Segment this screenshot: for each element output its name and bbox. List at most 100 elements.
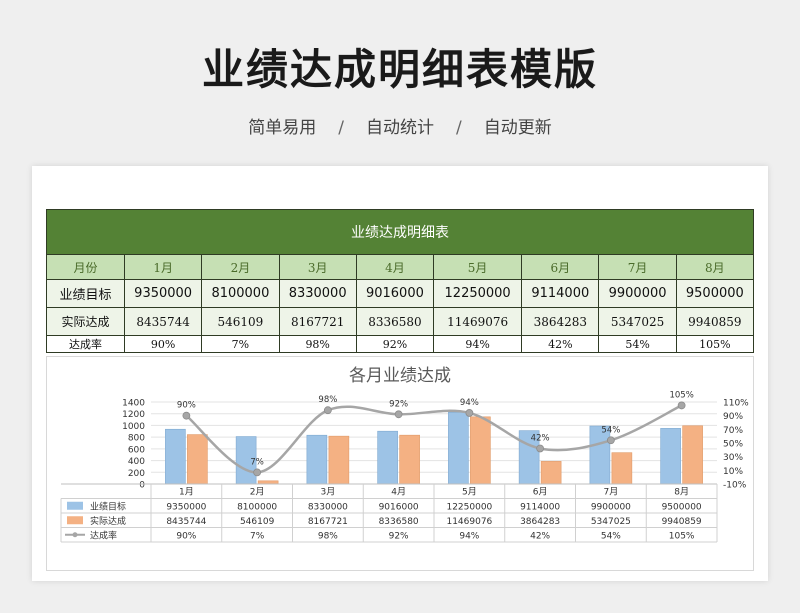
table-cell[interactable]: 98% <box>278 335 357 353</box>
rate-point <box>253 468 262 477</box>
table-cell[interactable]: 54% <box>598 335 677 353</box>
bar-target <box>165 428 186 485</box>
bar-actual <box>399 434 420 485</box>
x-tick-label: 8月 <box>674 487 689 498</box>
month-header-cell[interactable]: 6月 <box>521 254 600 280</box>
legend-key-actual <box>67 516 83 525</box>
table-cell[interactable]: 9500000 <box>675 279 755 308</box>
table-cell[interactable]: 8435744 <box>123 307 203 336</box>
table-cell[interactable]: 94% <box>433 335 523 353</box>
table-cell[interactable]: 5347025 <box>598 307 677 336</box>
rate-point <box>677 401 686 410</box>
table-cell[interactable]: 8167721 <box>278 307 357 336</box>
data-table-row-label: 达成率 <box>90 529 117 541</box>
x-tick-label: 5月 <box>462 487 477 498</box>
bar-target <box>306 434 328 485</box>
data-table-row-label: 实际达成 <box>90 515 126 527</box>
table-cell[interactable]: 90% <box>123 335 203 353</box>
data-table-value: 42% <box>530 531 550 541</box>
rate-point-label: 94% <box>460 398 479 408</box>
x-tick-label: 4月 <box>391 487 406 498</box>
rate-point-label: 92% <box>389 399 408 409</box>
month-header-cell[interactable]: 1月 <box>123 254 203 280</box>
table-cell[interactable]: 8100000 <box>201 279 280 308</box>
data-table-value: 8330000 <box>308 502 348 512</box>
data-table-value: 8435744 <box>166 517 206 527</box>
actual-row: 实际达成 8435744 546109 8167721 8336580 11469076 3… <box>46 307 755 336</box>
table-cell[interactable]: 9114000 <box>521 279 600 308</box>
month-header-cell[interactable]: 4月 <box>355 254 435 280</box>
table-cell[interactable]: 546109 <box>201 307 280 336</box>
x-tick-label: 6月 <box>533 487 548 498</box>
chart-area[interactable]: 各月业绩达成 0 200 400 600 800 1000 1200 1400 -10% 10% 30… <box>46 356 754 571</box>
rate-point-label: 98% <box>318 395 337 405</box>
month-header-cell[interactable]: 8月 <box>675 254 755 280</box>
feature-easy: 简单易用 <box>248 118 317 138</box>
y-left-tick-label: 200 <box>128 469 145 479</box>
x-tick-label: 1月 <box>179 487 194 498</box>
table-cell[interactable]: 11469076 <box>433 307 523 336</box>
data-table-value: 9350000 <box>166 502 206 512</box>
rate-point <box>465 409 474 417</box>
y-right-tick-label: 70% <box>723 426 743 436</box>
rate-point <box>182 411 191 420</box>
table-cell[interactable]: 8330000 <box>278 279 357 308</box>
bar-actual <box>328 435 350 485</box>
month-header-cell[interactable]: 5月 <box>433 254 523 280</box>
separator: / <box>456 118 462 138</box>
row-label[interactable]: 业绩目标 <box>46 279 125 308</box>
table-cell[interactable]: 3864283 <box>521 307 600 336</box>
chart-title: 各月业绩达成 <box>349 366 451 386</box>
y-right-tick-label: 90% <box>723 412 743 422</box>
data-table-value: 9900000 <box>591 502 631 512</box>
bar-target <box>377 430 398 485</box>
table-cell[interactable]: 105% <box>675 335 755 353</box>
data-table-value: 5347025 <box>591 517 631 527</box>
data-table-value: 90% <box>176 531 196 541</box>
table-cell[interactable]: 92% <box>355 335 435 353</box>
row-label[interactable]: 实际达成 <box>46 307 125 336</box>
data-table-value: 7% <box>250 531 265 541</box>
table-cell[interactable]: 8336580 <box>355 307 435 336</box>
month-header-cell[interactable]: 7月 <box>598 254 677 280</box>
data-table-value: 9500000 <box>662 502 702 512</box>
legend-key-rate-marker <box>72 532 78 538</box>
table-cell[interactable]: 9900000 <box>598 279 677 308</box>
rate-point-label: 90% <box>177 401 196 411</box>
y-right-tick-label: 30% <box>723 453 743 463</box>
table-cell[interactable]: 9940859 <box>675 307 755 336</box>
data-table-value: 8167721 <box>308 517 348 527</box>
data-table-value: 98% <box>318 531 338 541</box>
month-header-label[interactable]: 月份 <box>46 254 125 280</box>
bar-actual <box>682 425 703 485</box>
table-cell[interactable]: 9350000 <box>123 279 203 308</box>
bar-actual <box>611 452 633 485</box>
data-table-value: 11469076 <box>446 517 492 527</box>
x-tick-label: 7月 <box>604 487 619 498</box>
row-label[interactable]: 达成率 <box>46 335 125 353</box>
table-cell[interactable]: 7% <box>201 335 280 353</box>
bar-actual <box>470 416 491 485</box>
performance-table: 业绩达成明细表 月份 1月 2月 3月 4月 5月 6月 7月 8月 业绩目标 9350000 8… <box>46 209 755 353</box>
table-title[interactable]: 业绩达成明细表 <box>46 209 754 255</box>
data-table-value: 9114000 <box>520 502 560 512</box>
table-title-row: 业绩达成明细表 <box>46 209 754 255</box>
y-left-tick-label: 1000 <box>122 422 145 432</box>
table-cell[interactable]: 9016000 <box>355 279 435 308</box>
y-right-tick-label: 50% <box>723 440 743 450</box>
target-row: 业绩目标 9350000 8100000 8330000 9016000 12250000… <box>46 279 755 308</box>
y-right-tick-label: 10% <box>723 467 743 477</box>
table-cell[interactable]: 12250000 <box>433 279 523 308</box>
feature-subtitle: 简单易用 / 自动统计 / 自动更新 <box>0 113 800 138</box>
rate-point <box>323 406 332 415</box>
month-header-cell[interactable]: 2月 <box>201 254 280 280</box>
y-left-tick-label: 1400 <box>122 399 145 409</box>
month-header-cell[interactable]: 3月 <box>278 254 357 280</box>
table-cell[interactable]: 42% <box>521 335 600 353</box>
data-table-value: 92% <box>389 531 409 541</box>
data-table-value: 54% <box>601 531 621 541</box>
rate-point-label: 54% <box>601 425 620 435</box>
feature-auto-stats: 自动统计 <box>366 118 434 138</box>
bar-target <box>660 428 681 485</box>
data-table-value: 12250000 <box>446 502 492 512</box>
